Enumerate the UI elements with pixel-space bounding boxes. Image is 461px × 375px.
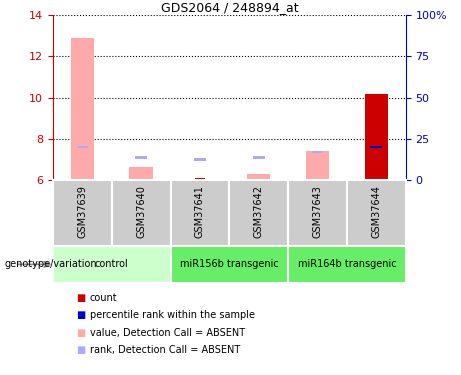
- Text: miR156b transgenic: miR156b transgenic: [180, 260, 279, 269]
- Bar: [247, 174, 271, 180]
- Bar: [365, 94, 388, 180]
- Bar: [306, 151, 329, 180]
- Text: genotype/variation: genotype/variation: [5, 260, 97, 269]
- Bar: [371, 146, 382, 148]
- Bar: [371, 177, 382, 180]
- Text: GSM37642: GSM37642: [254, 185, 264, 238]
- Bar: [171, 246, 288, 283]
- Bar: [77, 146, 88, 148]
- Bar: [312, 151, 323, 153]
- Text: miR164b transgenic: miR164b transgenic: [298, 260, 396, 269]
- Title: GDS2064 / 248894_at: GDS2064 / 248894_at: [160, 1, 298, 14]
- Text: GSM37643: GSM37643: [313, 185, 323, 238]
- Bar: [71, 38, 94, 180]
- Text: GSM37641: GSM37641: [195, 185, 205, 238]
- Bar: [53, 180, 112, 246]
- Text: value, Detection Call = ABSENT: value, Detection Call = ABSENT: [90, 328, 245, 338]
- Text: ■: ■: [76, 310, 85, 320]
- Bar: [136, 156, 147, 159]
- Text: GSM37640: GSM37640: [136, 185, 146, 238]
- Text: control: control: [95, 260, 129, 269]
- Bar: [288, 246, 406, 283]
- Bar: [229, 180, 288, 246]
- Bar: [188, 179, 212, 180]
- Bar: [288, 180, 347, 246]
- Text: ■: ■: [76, 328, 85, 338]
- Bar: [171, 180, 230, 246]
- Text: rank, Detection Call = ABSENT: rank, Detection Call = ABSENT: [90, 345, 240, 355]
- Bar: [195, 177, 205, 180]
- Text: percentile rank within the sample: percentile rank within the sample: [90, 310, 255, 320]
- Text: ■: ■: [76, 345, 85, 355]
- Text: ■: ■: [76, 293, 85, 303]
- Text: GSM37639: GSM37639: [77, 185, 88, 238]
- Text: GSM37644: GSM37644: [371, 185, 381, 238]
- Bar: [130, 166, 153, 180]
- Text: count: count: [90, 293, 118, 303]
- Bar: [347, 180, 406, 246]
- Bar: [194, 158, 206, 160]
- Bar: [253, 156, 265, 159]
- Bar: [112, 180, 171, 246]
- Bar: [53, 246, 171, 283]
